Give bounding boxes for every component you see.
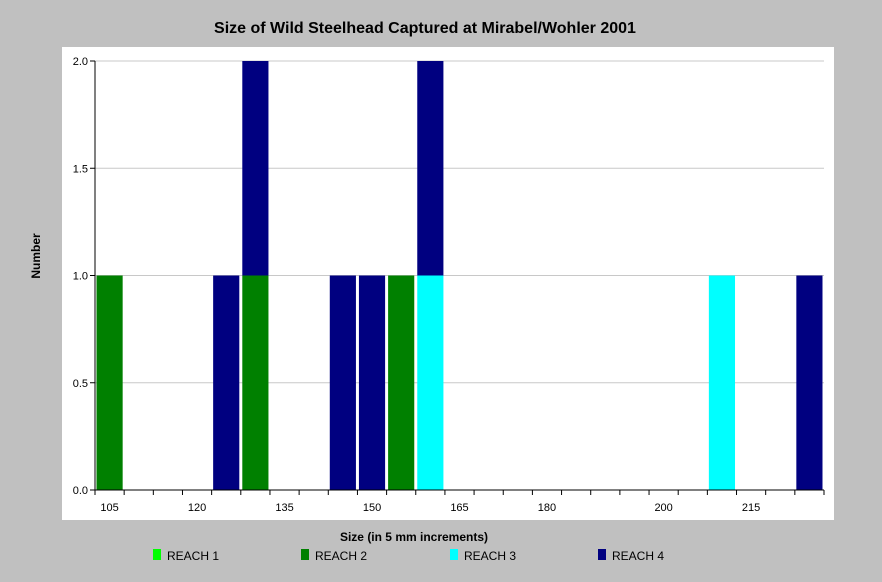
x-tick-label: 165 <box>450 502 468 514</box>
y-axis-label: Number <box>29 233 43 279</box>
bar-reach-4-125 <box>213 275 240 490</box>
y-ticks: 0.0 0.5 1.0 1.5 2.0 <box>73 56 95 497</box>
bar-reach-4-145 <box>329 275 356 490</box>
legend: REACH 1 REACH 2 REACH 3 REACH 4 <box>153 549 664 563</box>
bar-reach-3-210 <box>708 275 736 490</box>
bar-reach-2-130 <box>242 275 269 490</box>
bar-reach-2-155 <box>388 275 415 490</box>
x-tick-label: 105 <box>100 502 118 514</box>
bar-reach-4-160 <box>417 61 444 276</box>
x-ticks: 105 120 135 150 165 180 200 215 <box>94 490 825 514</box>
x-tick-label: 215 <box>742 502 760 514</box>
y-tick-label: 2.0 <box>73 56 88 68</box>
legend-label: REACH 3 <box>464 549 516 563</box>
legend-label: REACH 2 <box>315 549 367 563</box>
legend-label: REACH 4 <box>612 549 664 563</box>
legend-swatch-reach-2 <box>301 549 309 560</box>
x-tick-label: 150 <box>363 502 381 514</box>
y-tick-label: 1.0 <box>73 271 88 283</box>
legend-swatch-reach-4 <box>598 549 606 560</box>
x-tick-label: 200 <box>654 502 672 514</box>
legend-swatch-reach-3 <box>450 549 458 560</box>
bar-reach-2-105 <box>96 275 123 490</box>
bar-reach-3-160 <box>417 275 444 490</box>
chart-title: Size of Wild Steelhead Captured at Mirab… <box>214 20 636 37</box>
x-axis-label: Size (in 5 mm increments) <box>340 530 488 544</box>
y-tick-label: 1.5 <box>73 163 88 175</box>
y-tick-label: 0.0 <box>73 485 88 497</box>
legend-swatch-reach-1 <box>153 549 161 560</box>
bar-reach-4-225 <box>796 275 823 490</box>
y-tick-label: 0.5 <box>73 378 88 390</box>
bar-reach-4-130 <box>242 61 269 276</box>
bars <box>96 61 823 490</box>
bar-reach-4-150 <box>358 275 386 490</box>
x-tick-label: 180 <box>538 502 556 514</box>
legend-label: REACH 1 <box>167 549 219 563</box>
x-tick-label: 120 <box>188 502 206 514</box>
x-tick-label: 135 <box>275 502 293 514</box>
